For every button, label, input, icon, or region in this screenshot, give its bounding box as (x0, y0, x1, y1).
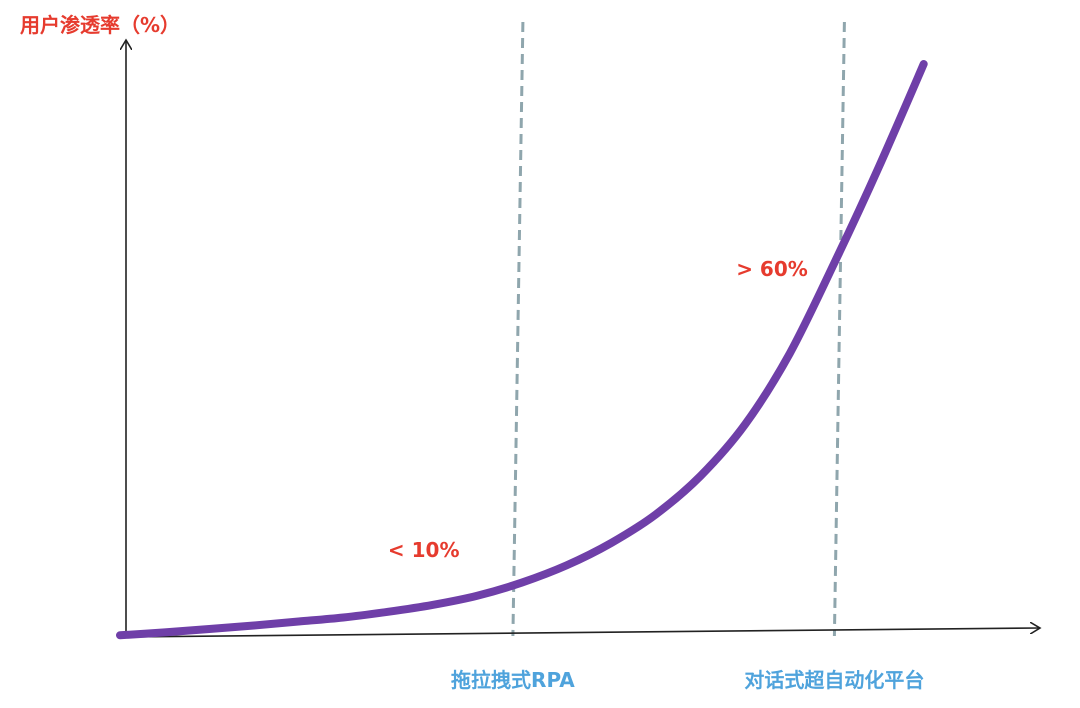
stage-dividers (511, 21, 846, 637)
annotation-1: < 10% (388, 538, 460, 562)
annotations: < 10% > 60% (388, 257, 808, 562)
stage-labels: 拖拉拽式RPA 对话式超自动化平台 (451, 668, 924, 692)
y-axis-label: 用户渗透率（%） (20, 13, 180, 37)
stage-label-1: 拖拉拽式RPA (451, 668, 575, 692)
annotation-2: > 60% (736, 257, 808, 281)
penetration-curve (116, 60, 928, 640)
stage-divider-1 (511, 21, 525, 637)
stage-divider-2 (832, 21, 846, 637)
x-axis (119, 628, 1040, 638)
stage-label-2: 对话式超自动化平台 (744, 668, 924, 692)
